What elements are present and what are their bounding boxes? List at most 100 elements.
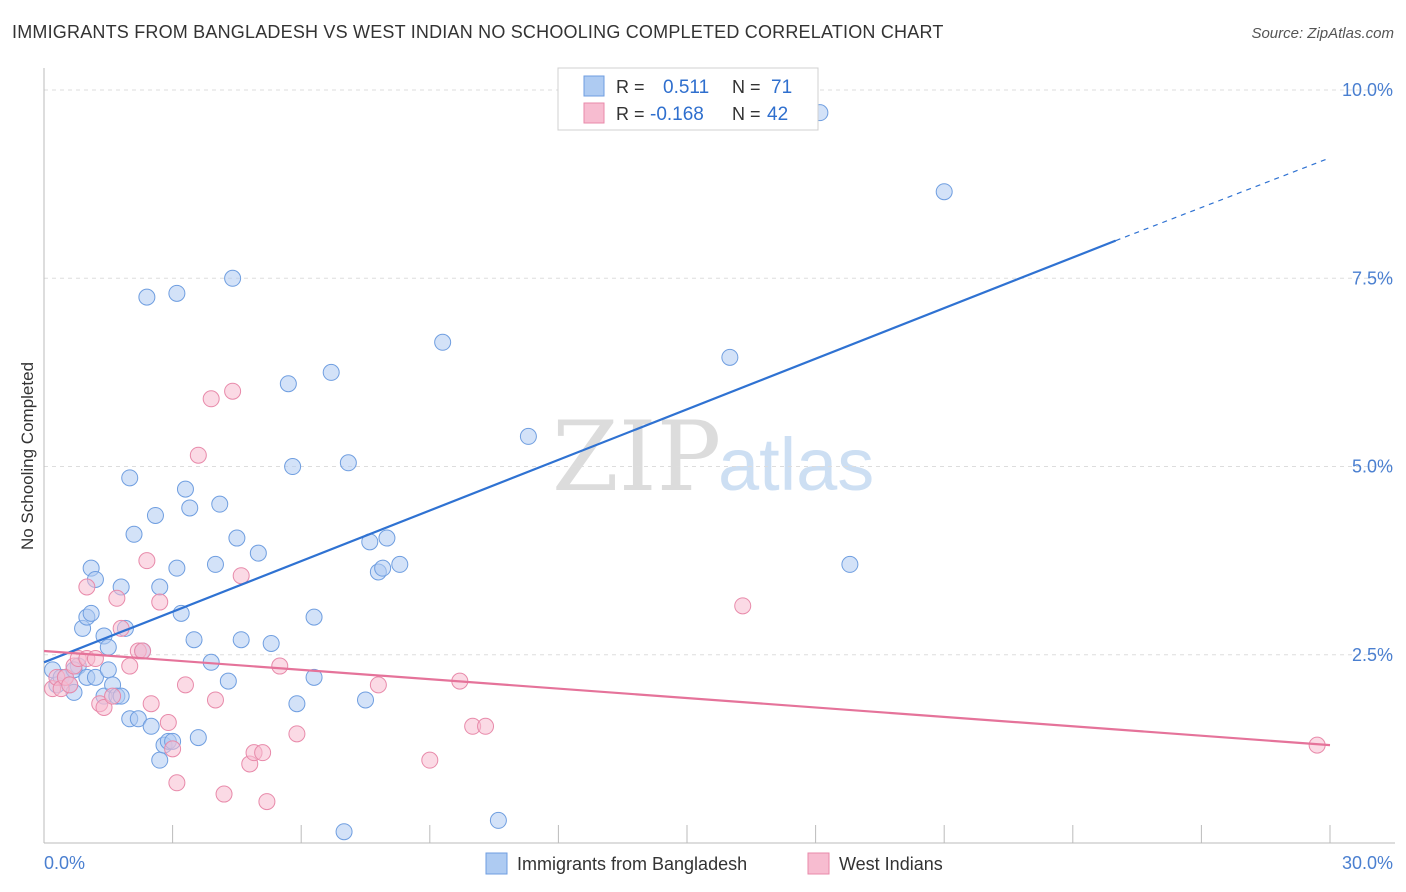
west-indians-point: [215, 785, 233, 803]
bangladesh-point: [189, 729, 207, 747]
bangladesh-point: [176, 480, 194, 498]
bangladesh-point: [206, 555, 224, 573]
bangladesh-point: [211, 495, 229, 513]
stats-r-label-1: R =: [616, 77, 645, 97]
legend-label-bangladesh: Immigrants from Bangladesh: [517, 854, 747, 874]
west-indians-point: [734, 597, 752, 615]
trend-line-bangladesh-extension: [1115, 157, 1331, 242]
series-west-indians-points: [44, 382, 1326, 811]
west-indians-point: [271, 657, 289, 675]
west-indians-point: [477, 717, 495, 735]
y-tick-label: 5.0%: [1352, 457, 1393, 477]
west-indians-point: [104, 687, 122, 705]
bangladesh-point: [99, 638, 117, 656]
bangladesh-point: [288, 695, 306, 713]
bangladesh-point: [181, 499, 199, 517]
y-tick-label: 2.5%: [1352, 645, 1393, 665]
west-indians-point: [95, 698, 113, 716]
bangladesh-point: [935, 183, 953, 201]
bangladesh-point: [841, 555, 859, 573]
bangladesh-point: [86, 668, 104, 686]
west-indians-point: [142, 695, 160, 713]
west-indians-point: [202, 390, 220, 408]
west-indians-point: [138, 552, 156, 570]
stats-r-label-2: R =: [616, 104, 645, 124]
chart-title: IMMIGRANTS FROM BANGLADESH VS WEST INDIA…: [12, 22, 944, 42]
chart-source: Source: ZipAtlas.com: [1251, 25, 1394, 42]
bangladesh-point: [322, 363, 340, 381]
stats-r-value-1: 0.511: [663, 77, 709, 98]
bangladesh-point: [121, 469, 139, 487]
y-tick-label: 7.5%: [1352, 268, 1393, 288]
bangladesh-point: [151, 578, 169, 596]
stats-swatch-blue: [583, 75, 605, 97]
bangladesh-point: [305, 668, 323, 686]
bangladesh-point: [519, 427, 537, 445]
bangladesh-point: [142, 717, 160, 735]
bangladesh-point: [82, 604, 100, 622]
stats-n-label-2: N =: [732, 104, 761, 124]
legend-swatch-bangladesh: [485, 852, 508, 875]
west-indians-point: [159, 714, 177, 732]
bangladesh-point: [357, 691, 374, 709]
stats-n-label-1: N =: [732, 77, 761, 97]
west-indians-point: [61, 676, 79, 694]
west-indians-point: [258, 793, 276, 811]
bangladesh-point: [185, 631, 203, 649]
bangladesh-point: [305, 608, 323, 626]
west-indians-point: [288, 725, 306, 743]
watermark-atlas: atlas: [718, 423, 874, 506]
west-indians-point: [164, 740, 182, 758]
bangladesh-point: [721, 348, 739, 366]
bangladesh-point: [138, 288, 156, 306]
bangladesh-point: [262, 634, 280, 652]
bangladesh-point: [99, 661, 117, 679]
stats-n-value-2: 42: [767, 104, 788, 125]
west-indians-point: [189, 446, 207, 464]
x-tick-label: 0.0%: [44, 853, 85, 873]
legend-swatch-west-indians: [807, 852, 830, 875]
bangladesh-point: [125, 525, 143, 543]
bangladesh-point: [219, 672, 237, 690]
bangladesh-point: [284, 458, 302, 476]
bangladesh-point: [391, 555, 409, 573]
trend-line-west-indians: [43, 649, 1331, 747]
bangladesh-point: [249, 544, 267, 562]
west-indians-point: [168, 774, 186, 792]
stats-n-value-1: 71: [771, 77, 792, 98]
west-indians-point: [134, 642, 152, 660]
bangladesh-point: [129, 710, 147, 728]
west-indians-point: [78, 578, 96, 596]
stats-r-value-2: -0.168: [650, 104, 704, 125]
bangladesh-point: [489, 811, 507, 829]
bangladesh-point: [232, 631, 250, 649]
legend-label-west-indians: West Indians: [839, 854, 943, 874]
bangladesh-point: [339, 454, 357, 472]
trend-lines: [43, 157, 1331, 747]
bangladesh-point: [434, 333, 452, 351]
west-indians-point: [108, 589, 126, 607]
west-indians-point: [369, 676, 387, 694]
stats-legend: R = 0.511 N = 71 R = -0.168 N = 42: [557, 67, 819, 131]
bangladesh-point: [279, 375, 297, 393]
bangladesh-point: [374, 559, 392, 577]
stats-swatch-pink: [583, 102, 605, 124]
west-indians-point: [254, 744, 272, 762]
bottom-legend: Immigrants from Bangladesh West Indians: [485, 852, 943, 875]
x-tick-label: 30.0%: [1342, 853, 1393, 873]
bangladesh-point: [378, 529, 396, 547]
bangladesh-point: [168, 559, 186, 577]
bangladesh-point: [228, 529, 246, 547]
west-indians-point: [121, 657, 139, 675]
bangladesh-point: [168, 284, 186, 302]
bangladesh-point: [151, 751, 169, 769]
bangladesh-point: [146, 506, 164, 524]
bangladesh-point: [335, 823, 353, 841]
axes: [43, 68, 1395, 844]
west-indians-point: [176, 676, 194, 694]
west-indians-point: [224, 382, 242, 400]
trend-line-bangladesh: [43, 239, 1117, 664]
watermark: ZIP atlas: [552, 401, 874, 513]
west-indians-point: [232, 567, 250, 585]
